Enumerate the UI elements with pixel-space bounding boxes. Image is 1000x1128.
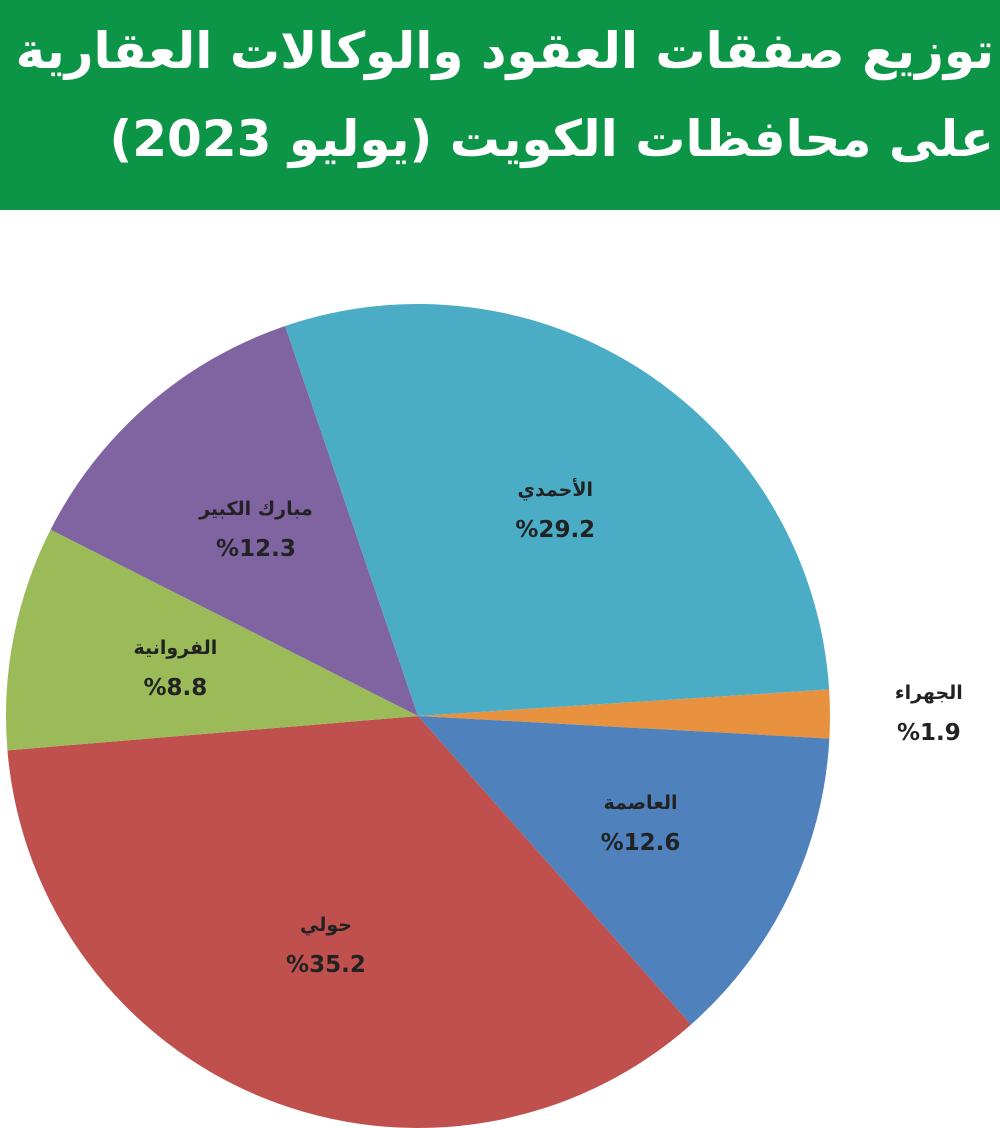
slice-label: العاصمة [603, 792, 677, 814]
value-label: %1.9 [897, 720, 961, 746]
chart-title: على محافظات الكويت (يوليو 2023) [109, 110, 994, 168]
value-label: %8.8 [143, 675, 207, 701]
pie-slice [285, 303, 830, 716]
slice-label: الفروانية [133, 637, 217, 659]
value-label: %29.2 [515, 517, 595, 543]
chart-title: توزيع صفقات العقود والوكالات العقارية [15, 22, 994, 80]
header-bar: توزيع صفقات العقود والوكالات العقارية عل… [0, 0, 1000, 210]
pie-slice [50, 326, 419, 716]
pie-slice [5, 529, 418, 751]
pie-slice [418, 689, 830, 739]
pie-slice [7, 716, 691, 1128]
slice-label: الأحمدي [518, 478, 593, 502]
slice-label: حولي [300, 914, 352, 936]
value-label: %12.6 [601, 830, 681, 856]
value-label: %35.2 [286, 952, 366, 978]
pie-slice [418, 716, 830, 1025]
slice-label: مبارك الكبير [198, 498, 313, 520]
slice-label: الجهراء [895, 682, 963, 704]
value-label: %12.3 [216, 536, 296, 562]
